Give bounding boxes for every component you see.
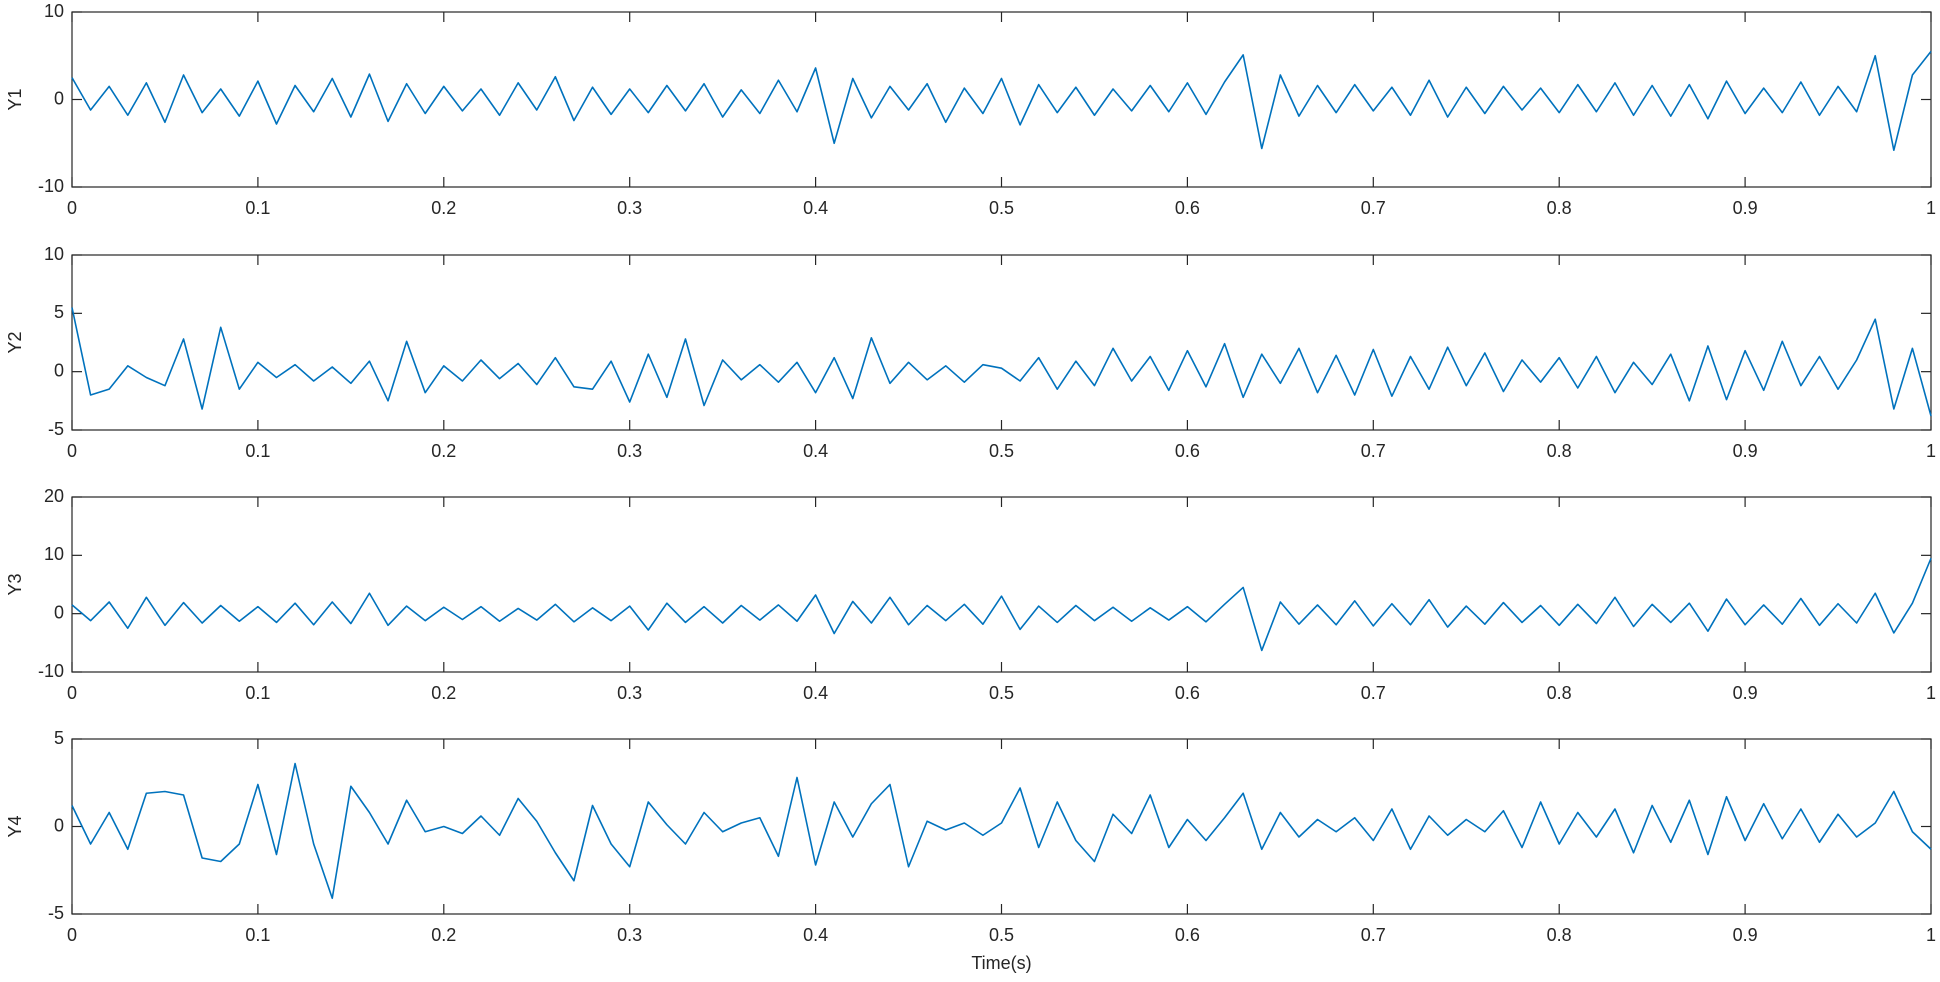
x-tick-label: 0.1 (245, 683, 270, 703)
x-tick-label: 0.2 (431, 683, 456, 703)
x-tick-label: 0.4 (803, 683, 828, 703)
x-tick-label: 0 (67, 441, 77, 461)
y-tick-label: 0 (54, 815, 64, 835)
y-tick-label: -10 (38, 661, 64, 681)
x-tick-label: 0.6 (1175, 198, 1200, 218)
x-tick-label: 1 (1926, 198, 1936, 218)
y-tick-label: -5 (48, 419, 64, 439)
x-tick-label: 0.8 (1547, 198, 1572, 218)
x-tick-label: 0.5 (989, 683, 1014, 703)
x-tick-label: 0.1 (245, 441, 270, 461)
signal-line (71, 307, 1932, 417)
y-tick-label: 20 (44, 486, 64, 506)
x-tick-label: 0.8 (1547, 683, 1572, 703)
x-tick-label: 0.1 (245, 198, 270, 218)
x-tick-label: 0.3 (617, 198, 642, 218)
y-axis-label: Y4 (5, 815, 25, 837)
x-tick-label: 0.3 (617, 441, 642, 461)
x-tick-label: 0.7 (1361, 683, 1386, 703)
x-tick-label: 0.9 (1733, 683, 1758, 703)
x-tick-label: 0.6 (1175, 925, 1200, 945)
x-tick-label: 0.2 (431, 441, 456, 461)
x-tick-label: 0.3 (617, 683, 642, 703)
x-tick-label: 1 (1926, 683, 1936, 703)
axes-box (71, 11, 1932, 188)
x-tick-label: 0.9 (1733, 441, 1758, 461)
x-tick-label: 0 (67, 683, 77, 703)
axes-box (71, 738, 1932, 915)
x-tick-label: 0.4 (803, 925, 828, 945)
x-tick-label: 0.7 (1361, 925, 1386, 945)
y-axis-label: Y1 (5, 88, 25, 110)
x-tick-label: 0.4 (803, 198, 828, 218)
x-tick-label: 0.8 (1547, 441, 1572, 461)
x-tick-label: 0.6 (1175, 441, 1200, 461)
x-tick-label: 1 (1926, 441, 1936, 461)
y-tick-label: 0 (54, 602, 64, 622)
x-tick-label: 0.8 (1547, 925, 1572, 945)
signal-line (71, 762, 1932, 900)
x-tick-label: 0.3 (617, 925, 642, 945)
x-axis-label: Time(s) (971, 953, 1031, 973)
y-axis-label: Y2 (5, 331, 25, 353)
x-tick-label: 0.9 (1733, 198, 1758, 218)
x-tick-label: 0.7 (1361, 198, 1386, 218)
x-tick-label: 0.5 (989, 198, 1014, 218)
y-tick-label: -5 (48, 903, 64, 923)
signal-line (71, 557, 1932, 652)
x-tick-label: 0.7 (1361, 441, 1386, 461)
axes-box (71, 254, 1932, 431)
x-tick-label: 1 (1926, 925, 1936, 945)
x-tick-label: 0.4 (803, 441, 828, 461)
y-tick-label: 5 (54, 302, 64, 322)
x-tick-label: 0.9 (1733, 925, 1758, 945)
x-tick-label: 0.2 (431, 198, 456, 218)
y-tick-label: 0 (54, 88, 64, 108)
x-tick-label: 0.5 (989, 441, 1014, 461)
y-tick-label: 10 (44, 544, 64, 564)
y-tick-label: 10 (44, 244, 64, 264)
y-tick-label: 10 (44, 1, 64, 21)
y-tick-label: 5 (54, 728, 64, 748)
x-tick-label: 0.2 (431, 925, 456, 945)
y-axis-label: Y3 (5, 573, 25, 595)
y-tick-label: -10 (38, 176, 64, 196)
x-tick-label: 0 (67, 198, 77, 218)
x-tick-label: 0.1 (245, 925, 270, 945)
x-tick-label: 0.5 (989, 925, 1014, 945)
y-tick-label: 0 (54, 360, 64, 380)
axes-box (71, 496, 1932, 673)
signal-line (71, 50, 1932, 152)
x-tick-label: 0.6 (1175, 683, 1200, 703)
x-tick-label: 0 (67, 925, 77, 945)
